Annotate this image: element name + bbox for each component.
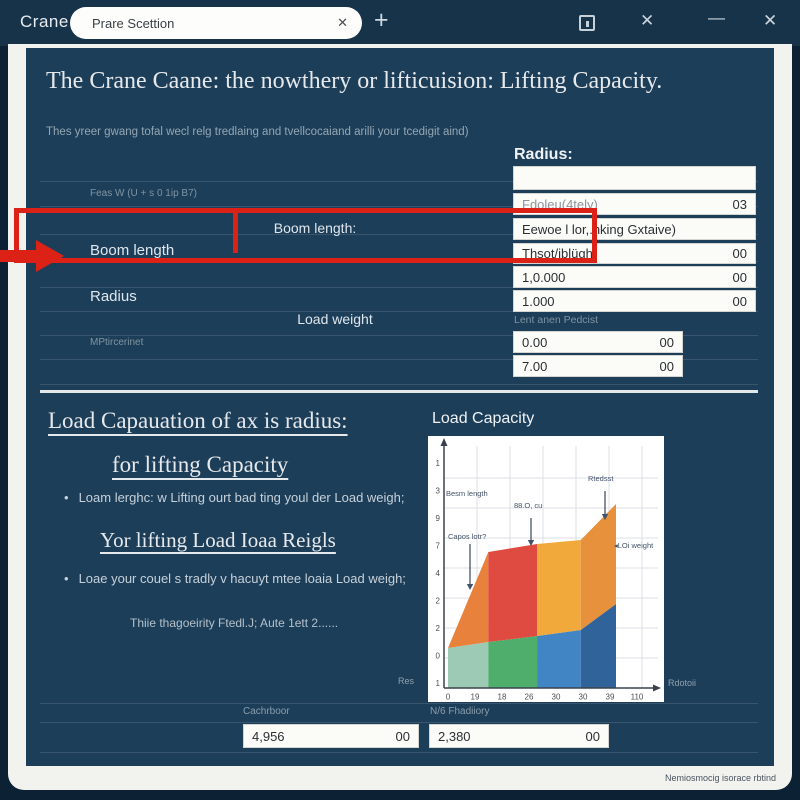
divider [40,384,758,385]
chart-left-axis-label: Res [398,676,415,686]
svg-text:0: 0 [436,652,441,661]
browser-tab[interactable]: Prare Scettion ✕ [70,7,362,39]
formula-hint: Feas W (U + s 0 1ip B7) [90,188,197,199]
divider [40,722,758,723]
svg-text:19: 19 [471,693,480,702]
radius-heading: Radius: [514,146,573,163]
svg-text:Capos lotr?: Capos lotr? [448,532,486,541]
mpt-label: MPtircerinet [90,337,144,348]
note-text: Thiie thagoeirity Ftedl.J; Aute 1ett 2..… [130,616,339,630]
page-subtitle: Thes yreer gwang tofal wecl relg tredlai… [46,126,469,138]
input-suffix: 00 [732,293,747,309]
svg-text:30: 30 [552,693,561,702]
svg-text:30: 30 [579,693,588,702]
radius-row-label: Radius [90,288,137,305]
section-heading-line2: for lifting Capacity [112,452,289,477]
svg-text:2: 2 [436,597,441,606]
red-arrow-icon [0,250,38,262]
sub-heading: Yor lifting Load Ioaa Reigls [100,528,336,552]
boom-length-label: Boom length [90,242,175,259]
svg-text:39: 39 [606,693,615,702]
svg-text:4: 4 [436,569,441,578]
bottom-field2-label: N/6 Fhadiiory [430,706,490,717]
boom-length-input[interactable]: Eewoe l lor,.hking Gxtaive) [513,218,756,240]
chart-title: Load Capacity [432,410,535,427]
input-value: Fdoleu(4tely) [522,196,598,212]
app-name: Crane [20,12,69,31]
divider [40,181,758,182]
value-input-2[interactable]: 1.000 00 [513,290,756,312]
svg-text:2: 2 [436,624,441,633]
value-input-1[interactable]: 1,0.000 00 [513,266,756,288]
tab-close-icon[interactable]: ✕ [337,15,348,30]
bullet-item: Loae your couel s tradly v hacuyt mtee l… [64,571,444,586]
svg-text:9: 9 [436,514,441,523]
divider [40,311,758,312]
input-value: 1,0.000 [522,269,566,285]
bullet-item: Loam lerghc: w Lifting ourt bad ting you… [64,490,424,505]
page-title: The Crane Caane: the nowthery or lifticu… [46,68,663,94]
bottom-field1-input[interactable]: 4,956 00 [243,724,419,748]
input-value: 0.00 [522,334,548,350]
tab-title: Prare Scettion [92,15,175,31]
bottom-field2-input[interactable]: 2,380 00 [429,724,609,748]
divider [40,234,758,235]
svg-text:110: 110 [631,693,644,702]
new-tab-icon[interactable]: + [374,6,389,34]
divider [40,287,758,288]
divider [40,752,758,753]
section-heading-line1: Load Capauation of ax is radius: [48,408,348,433]
input-suffix: 00 [585,728,600,744]
svg-text:1: 1 [436,459,441,468]
input-suffix: 00 [732,246,747,261]
close-icon[interactable]: ✕ [640,11,655,30]
divider [40,359,758,360]
input-value: Eewoe l lor,.hking Gxtaive) [522,221,676,237]
svg-text:Rtedsst: Rtedsst [588,474,614,483]
lent-label: Lent anen Pedcist [514,314,599,326]
input-value: 4,956 [252,728,285,744]
svg-text:18: 18 [498,693,507,702]
divider [40,335,758,336]
red-highlight-divider [233,208,238,253]
divider [40,703,758,704]
svg-text:1: 1 [436,679,441,688]
input-suffix: 00 [659,334,674,350]
svg-text:26: 26 [525,693,534,702]
minimize-icon[interactable]: — [708,8,725,27]
chart-right-axis-label: Rdotoii [668,678,697,688]
red-highlight-box [14,208,597,263]
status-text: Nemiosmocig isorace rbtind [664,773,776,783]
section-divider [40,390,758,393]
input-suffix: 00 [395,728,410,744]
input-value: 2,380 [438,728,471,744]
svg-text:◂LOi weight: ◂LOi weight [614,541,654,550]
close-window-icon[interactable]: ✕ [763,11,778,30]
input-value: Thsot/iblügh [522,246,593,261]
input-suffix: 03 [732,196,747,212]
input-suffix: 00 [659,358,674,374]
bottom-field1-label: Cachrboor [243,706,290,717]
svg-text:88.O, cu: 88.O, cu [514,501,542,510]
red-arrow-head-icon [36,240,64,272]
radius-input[interactable] [513,166,756,190]
input-suffix: 00 [732,269,747,285]
status-bar: Nemiosmocig isorace rbtind [8,766,792,790]
svg-text:7: 7 [436,542,441,551]
load-capacity-chart: 1 3 9 7 4 2 2 0 1 0 19 18 26 30 30 39 110 Besm length Capo… [428,436,664,702]
input-value: 1.000 [522,293,555,309]
boom-length-center-label: Boom length: [273,220,357,236]
svg-text:3: 3 [436,487,441,496]
svg-text:Besm length: Besm length [446,489,488,498]
load-weight-input-2[interactable]: 7.00 00 [513,355,683,377]
input-value: 7.00 [522,358,548,374]
load-weight-label: Load weight [297,311,373,327]
divider [40,206,758,207]
restore-window-icon[interactable] [579,15,595,31]
load-weight-input-1[interactable]: 0.00 00 [513,331,683,353]
svg-text:0: 0 [446,693,451,702]
